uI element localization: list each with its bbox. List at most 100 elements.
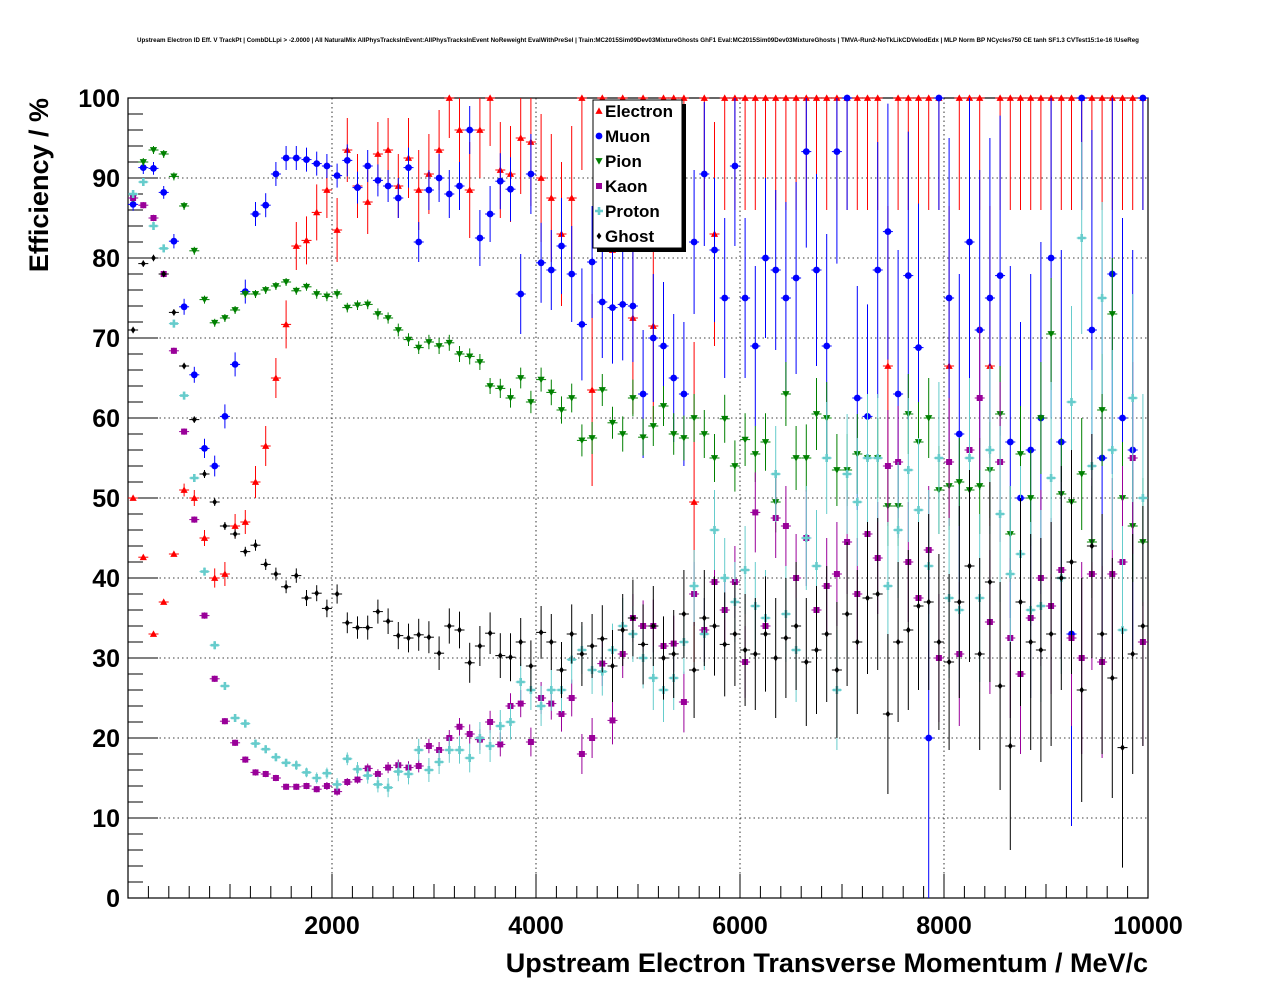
data-point (476, 359, 484, 366)
data-point (1129, 94, 1137, 101)
data-point (211, 462, 219, 470)
legend-label: Electron (605, 102, 673, 121)
data-point (527, 170, 535, 178)
data-point (946, 459, 953, 465)
data-point (313, 160, 321, 168)
legend-marker (595, 207, 603, 215)
data-point (181, 428, 188, 435)
data-point (465, 754, 474, 762)
data-point (251, 478, 260, 485)
data-point (823, 94, 831, 101)
data-point (751, 451, 759, 458)
data-point (680, 390, 688, 398)
data-point (292, 761, 301, 770)
data-point (1128, 394, 1137, 403)
data-point (782, 391, 790, 398)
series-kaon (128, 194, 1148, 796)
data-point (537, 376, 545, 384)
data-point (1038, 646, 1044, 654)
data-point (272, 283, 280, 290)
data-point (363, 771, 372, 780)
data-point (262, 201, 270, 209)
data-point (630, 614, 636, 622)
data-point (833, 148, 841, 156)
data-point (374, 771, 381, 777)
data-point (1130, 650, 1136, 658)
legend-label: Muon (605, 127, 650, 146)
data-point (1138, 494, 1147, 503)
data-point (670, 431, 678, 438)
data-point (1108, 446, 1117, 455)
data-point (741, 566, 750, 574)
data-point (537, 259, 545, 267)
data-point (904, 466, 913, 475)
data-point (925, 734, 933, 742)
data-point (914, 506, 923, 514)
data-point (700, 431, 708, 438)
data-point (160, 189, 168, 196)
data-point (802, 94, 810, 101)
data-point (496, 177, 504, 185)
data-point (793, 622, 799, 630)
data-point (639, 94, 647, 101)
data-point (884, 228, 892, 236)
data-point (222, 522, 228, 530)
data-point (680, 435, 688, 442)
data-point (712, 622, 717, 630)
data-point (894, 526, 903, 534)
data-point (394, 194, 402, 202)
data-point (273, 570, 279, 578)
data-point (721, 294, 729, 302)
data-point (516, 678, 525, 686)
data-point (1119, 414, 1126, 422)
data-point (915, 344, 922, 351)
data-point (139, 178, 148, 186)
data-point (559, 666, 564, 674)
data-point (129, 201, 137, 208)
legend-marker (596, 183, 602, 189)
data-point (782, 523, 789, 529)
data-point (365, 624, 371, 631)
data-point (1006, 94, 1014, 101)
data-point (160, 151, 168, 158)
data-point (650, 622, 656, 630)
data-point (466, 126, 474, 134)
data-point (741, 94, 749, 101)
data-point (527, 739, 534, 745)
data-point (404, 770, 413, 778)
data-point (129, 190, 138, 198)
data-point (220, 682, 229, 690)
data-point (241, 291, 249, 298)
data-point (792, 455, 800, 462)
data-point (415, 238, 423, 246)
data-point (1067, 94, 1076, 101)
data-point (822, 454, 831, 463)
data-point (956, 598, 962, 606)
tick-labels: 2000 4000 6000 8000 10000 0 10 20 30 40 50 60 70 80 90… (78, 85, 1182, 940)
legend-label: Proton (605, 202, 660, 221)
data-point (925, 415, 933, 422)
data-point (965, 454, 974, 463)
data-point (1007, 742, 1013, 750)
data-point (865, 594, 870, 602)
legend-item-electron: Electron (595, 102, 673, 121)
series-ghost (128, 254, 1148, 868)
data-point (598, 298, 606, 306)
x-axis-title: Upstream Electron Transverse Momentum / … (506, 948, 1148, 978)
data-point (242, 756, 249, 763)
data-point (751, 94, 759, 101)
data-point (221, 718, 228, 725)
data-point (1006, 438, 1014, 446)
data-point (782, 294, 790, 302)
data-point (885, 710, 891, 718)
data-point (741, 436, 749, 444)
data-point (435, 146, 443, 153)
data-point (486, 383, 494, 390)
data-point (354, 184, 361, 192)
legend-marker (595, 158, 603, 165)
data-point (1139, 94, 1147, 102)
data-point (211, 319, 219, 327)
x-tick-label: 4000 (508, 912, 564, 940)
data-point (374, 177, 382, 184)
data-point (292, 287, 300, 295)
